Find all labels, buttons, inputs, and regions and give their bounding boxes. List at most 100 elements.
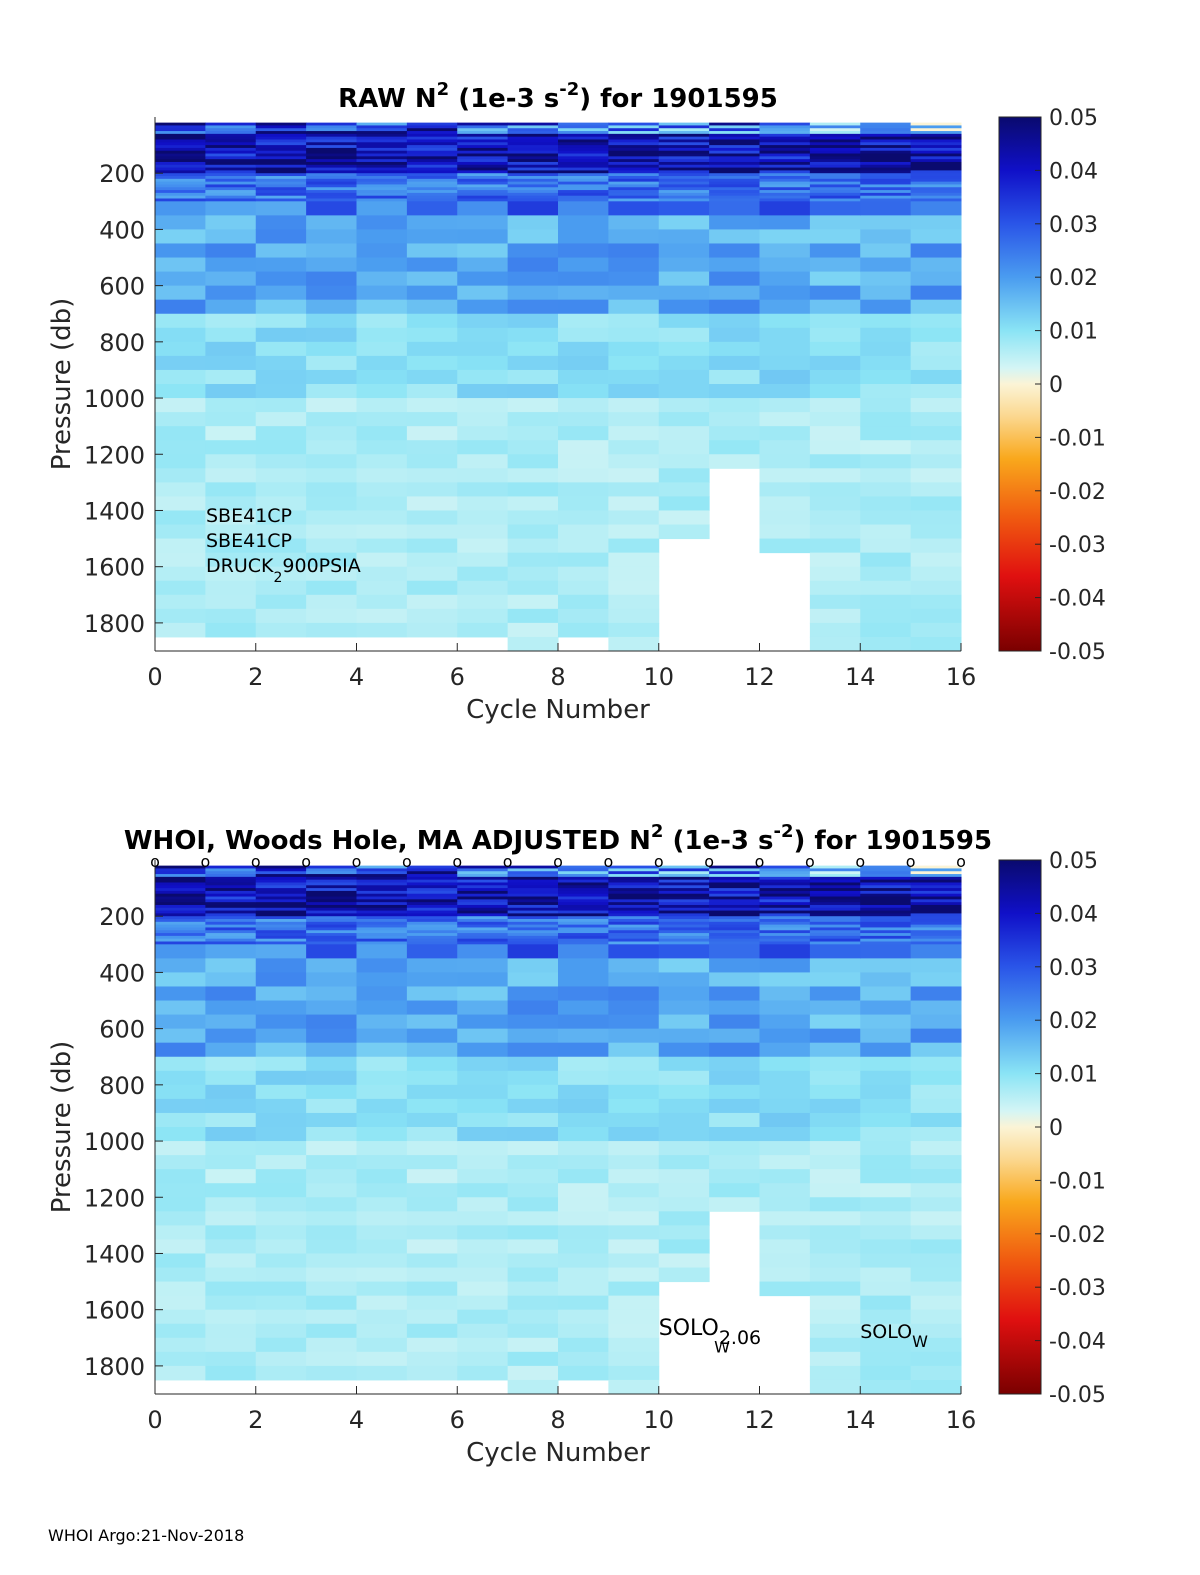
heatmap-cell (709, 153, 761, 157)
heatmap-cell (205, 454, 257, 469)
heatmap-cell (306, 1225, 358, 1240)
heatmap-cell (910, 972, 962, 987)
heatmap-cell (306, 198, 358, 202)
heatmap-cell (809, 161, 861, 166)
heatmap-cell (759, 921, 811, 926)
heatmap-cell (507, 1281, 559, 1297)
heatmap-cell (255, 181, 307, 185)
heatmap-cell (406, 150, 458, 155)
heatmap-cell (709, 958, 761, 973)
heatmap-cell (759, 896, 811, 900)
heatmap-cell (608, 1183, 660, 1198)
heatmap-cell (910, 879, 962, 883)
heatmap-cell (658, 885, 710, 889)
heatmap-cell (205, 868, 257, 872)
heatmap-cell (255, 1042, 307, 1058)
heatmap-cell (356, 896, 408, 900)
heatmap-cell (507, 496, 559, 511)
heatmap-cell (457, 1084, 509, 1100)
heatmap-cell (809, 170, 861, 174)
heatmap-cell (709, 1127, 761, 1142)
heatmap-cell (155, 468, 206, 483)
heatmap-cell (457, 184, 509, 188)
heatmap-cell (155, 1127, 206, 1142)
heatmap-cell (457, 133, 509, 138)
heatmap-cell (759, 369, 811, 385)
heatmap-cell (507, 159, 559, 163)
heatmap-cell (306, 986, 358, 1002)
heatmap-cell (658, 876, 710, 881)
heatmap-cell (860, 192, 912, 197)
heatmap-cell (507, 150, 559, 155)
heatmap-cell (205, 1112, 257, 1128)
heatmap-cell (507, 566, 559, 582)
heatmap-cell (558, 896, 609, 900)
heatmap-cell (759, 907, 811, 912)
heatmap-cell (155, 1028, 206, 1044)
heatmap-cell (507, 257, 559, 273)
heatmap-cell (255, 198, 307, 202)
heatmap-cell (809, 167, 861, 171)
heatmap-cell (809, 1323, 861, 1339)
heatmap-cell (306, 153, 358, 157)
heatmap-cell (155, 384, 206, 399)
heatmap-cell (255, 868, 307, 872)
heatmap-cell (759, 198, 811, 202)
heatmap-cell (306, 927, 358, 931)
heatmap-cell (155, 454, 206, 469)
heatmap-cell (306, 167, 358, 171)
heatmap-cell (860, 440, 912, 455)
heatmap-cell (558, 482, 609, 497)
heatmap-cell (558, 1337, 609, 1353)
heatmap-cell (809, 1098, 861, 1114)
heatmap-cell (759, 890, 811, 895)
heatmap-cell (809, 1084, 861, 1100)
heatmap-cell (205, 1169, 257, 1184)
heatmap-cell (809, 440, 861, 455)
heatmap-cell (709, 1112, 761, 1128)
heatmap-cell (709, 1155, 761, 1170)
heatmap-cell (255, 153, 307, 157)
heatmap-cell (860, 899, 912, 903)
heatmap-cell (155, 195, 206, 199)
heatmap-cell (759, 1000, 811, 1016)
heatmap-cell (558, 1267, 609, 1283)
heatmap-cell (205, 159, 257, 163)
heatmap-cell (910, 885, 962, 889)
heatmap-cell (406, 927, 458, 931)
heatmap-cell (910, 412, 962, 427)
heatmap-cell (658, 243, 710, 259)
heatmap-cell (608, 398, 660, 413)
heatmap-cell (608, 896, 660, 900)
heatmap-cell (860, 876, 912, 881)
heatmap-cell (558, 1042, 609, 1058)
y-tick-label: 1800 (84, 610, 145, 638)
heatmap-cell (507, 1084, 559, 1100)
heatmap-cell (608, 201, 660, 216)
heatmap-cell (155, 552, 206, 568)
heatmap-cell (608, 524, 660, 540)
heatmap-cell (356, 524, 408, 540)
heatmap-cell (406, 122, 458, 126)
heatmap-cell (910, 271, 962, 287)
heatmap-cell (356, 187, 408, 191)
heatmap-cell (759, 1014, 811, 1030)
heatmap-cell (558, 1098, 609, 1114)
heatmap-cell (608, 890, 660, 895)
heatmap-cell (255, 285, 307, 301)
heatmap-cell (759, 885, 811, 889)
heatmap-cell (306, 1098, 358, 1114)
heatmap-cell (709, 899, 761, 903)
heatmap-cell (658, 913, 710, 917)
heatmap-cell (608, 879, 660, 883)
heatmap-cell (205, 1323, 257, 1339)
heatmap-cell (709, 164, 761, 169)
heatmap-cell (759, 930, 811, 934)
sensor-line-1: SBE41CP (206, 505, 292, 527)
heatmap-cell (910, 941, 962, 945)
heatmap-cell (608, 369, 660, 385)
heatmap-cell (658, 341, 710, 357)
heatmap-cell (910, 122, 962, 126)
heatmap-cell (457, 156, 509, 160)
heatmap-cell (306, 888, 358, 892)
